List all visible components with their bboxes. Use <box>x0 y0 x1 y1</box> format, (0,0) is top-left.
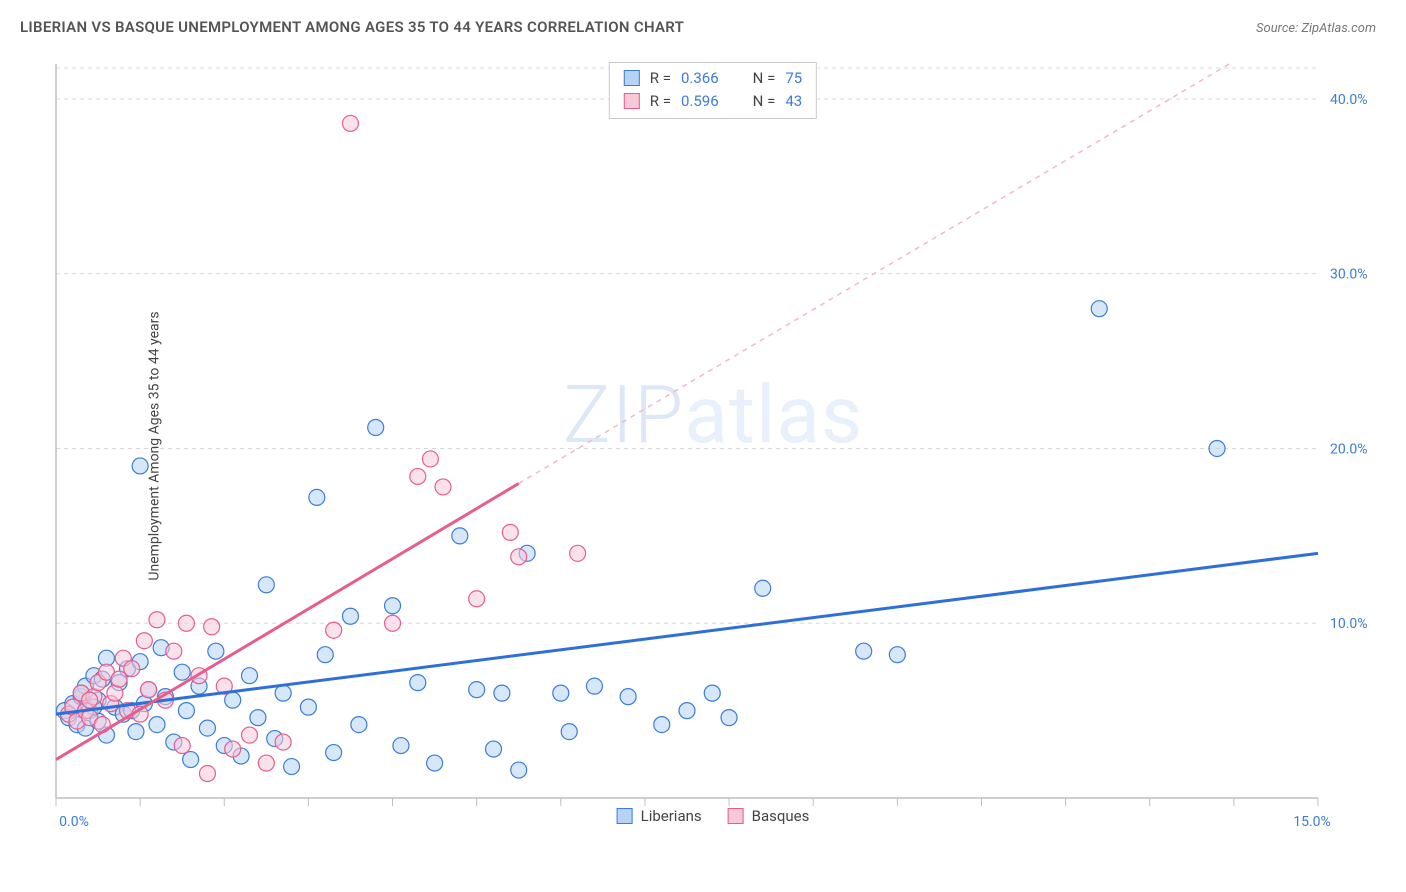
swatch-blue-icon <box>624 70 640 86</box>
svg-text:10.0%: 10.0% <box>1330 616 1368 632</box>
scatter-plot: 10.0% 20.0% 30.0% 40.0% 0.0% 15.0% <box>48 58 1378 833</box>
svg-text:20.0%: 20.0% <box>1330 441 1368 457</box>
svg-text:40.0%: 40.0% <box>1330 92 1368 108</box>
stats-row-basques: R = 0.596 N = 43 <box>624 90 802 113</box>
n-value-basques: 43 <box>785 90 802 113</box>
source-attribution: Source: ZipAtlas.com <box>1256 21 1376 36</box>
correlation-stats-box: R = 0.366 N = 75 R = 0.596 N = 43 <box>609 62 817 119</box>
legend: Liberians Basques <box>617 807 810 825</box>
chart-title: LIBERIAN VS BASQUE UNEMPLOYMENT AMONG AG… <box>20 18 684 36</box>
r-value-basques: 0.596 <box>681 90 719 113</box>
chart-area: Unemployment Among Ages 35 to 44 years Z… <box>48 58 1378 833</box>
r-value-liberians: 0.366 <box>681 67 719 90</box>
svg-text:0.0%: 0.0% <box>59 814 89 830</box>
svg-text:15.0%: 15.0% <box>1293 814 1331 830</box>
swatch-pink-icon <box>624 93 640 109</box>
n-value-liberians: 75 <box>785 67 802 90</box>
header: LIBERIAN VS BASQUE UNEMPLOYMENT AMONG AG… <box>0 0 1406 36</box>
legend-item-liberians: Liberians <box>617 807 702 825</box>
svg-text:30.0%: 30.0% <box>1330 267 1368 283</box>
swatch-pink-icon <box>728 808 744 824</box>
legend-item-basques: Basques <box>728 807 810 825</box>
swatch-blue-icon <box>617 808 633 824</box>
stats-row-liberians: R = 0.366 N = 75 <box>624 67 802 90</box>
